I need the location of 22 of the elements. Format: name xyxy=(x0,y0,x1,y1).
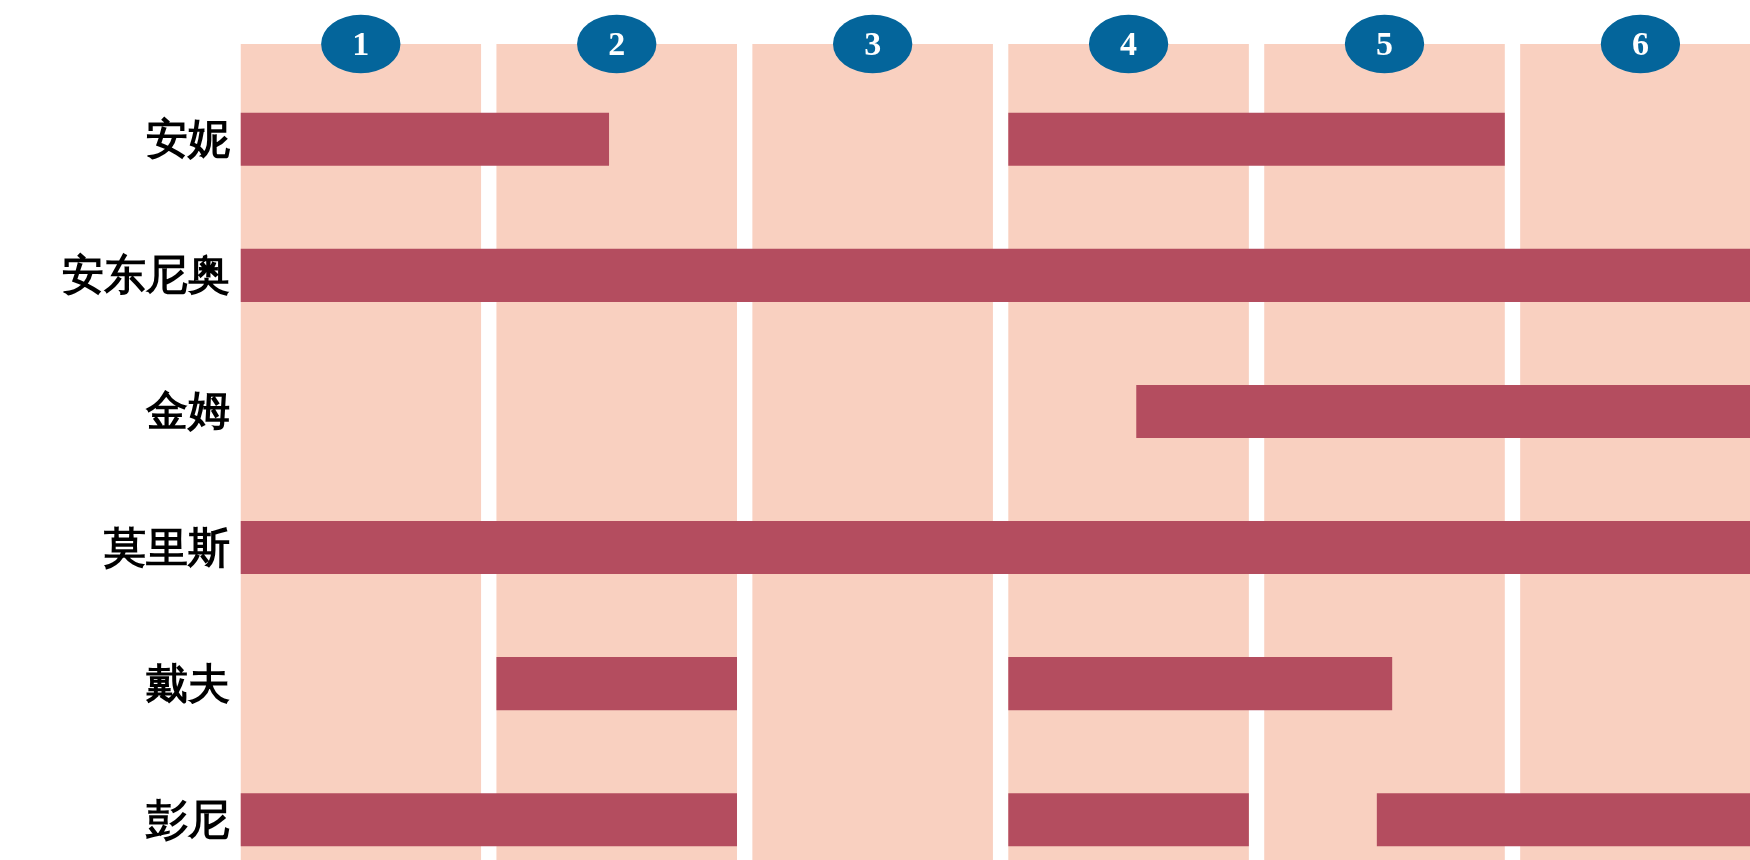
x-tick-label: 3 xyxy=(864,25,882,63)
bar xyxy=(1008,112,1505,166)
bar xyxy=(496,657,738,711)
y-tick-label: 戴夫 xyxy=(144,660,230,707)
bar xyxy=(240,520,1750,575)
bar xyxy=(1136,384,1750,438)
x-tick-label: 4 xyxy=(1120,25,1138,63)
y-tick-label: 彭尼 xyxy=(144,796,230,843)
y-tick-label: 安东尼奥 xyxy=(61,252,230,299)
bar xyxy=(240,793,738,847)
bar xyxy=(1376,793,1750,847)
y-tick-label: 莫里斯 xyxy=(102,524,230,571)
bar xyxy=(240,248,1750,302)
bar xyxy=(1008,657,1393,711)
bar xyxy=(240,112,610,166)
x-tick-label: 1 xyxy=(352,25,370,63)
x-tick-label: 6 xyxy=(1631,25,1649,63)
y-tick-label: 金姆 xyxy=(144,388,230,435)
bar xyxy=(1008,793,1249,847)
x-tick-label: 5 xyxy=(1376,25,1394,63)
y-tick-label: 安妮 xyxy=(145,116,231,163)
x-tick-label: 2 xyxy=(608,25,626,63)
